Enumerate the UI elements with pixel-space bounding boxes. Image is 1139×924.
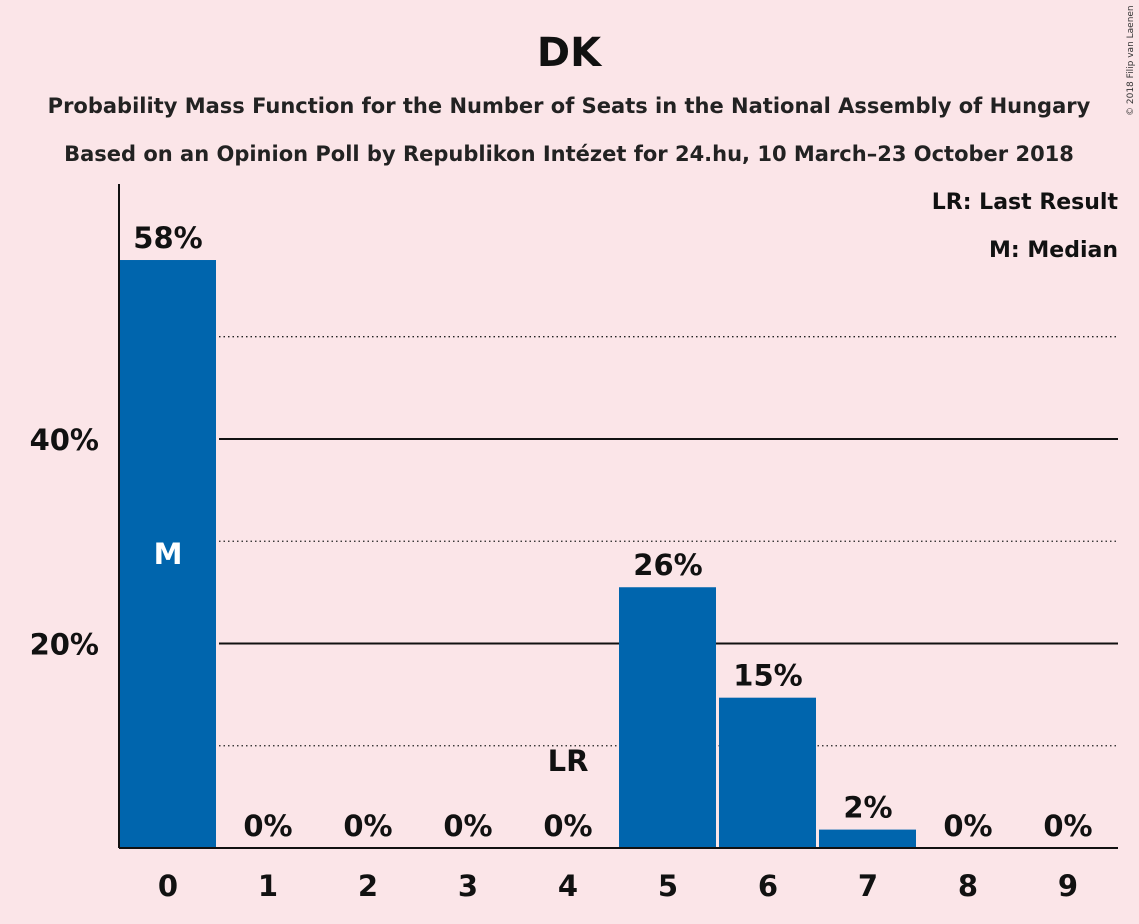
axes <box>118 184 1118 849</box>
chart-title: DK <box>537 30 603 76</box>
median-marker: M <box>154 537 183 571</box>
x-tick-label: 3 <box>458 869 478 903</box>
bar <box>119 260 216 849</box>
legend-last-result: LR: Last Result <box>932 190 1119 215</box>
y-tick-label: 40% <box>30 423 99 457</box>
bar-value-label: 58% <box>133 221 202 255</box>
x-tick-label: 6 <box>758 869 778 903</box>
x-tick-label: 0 <box>158 869 178 903</box>
bar <box>819 829 916 848</box>
bar-value-label: 0% <box>243 809 292 843</box>
x-tick-label: 8 <box>958 869 978 903</box>
bar-value-label: 2% <box>843 791 892 825</box>
labels: 20%40%58%0M0%10%20%30%4LR26%515%62%70%80… <box>30 221 1093 903</box>
copyright-notice: © 2018 Filip van Laenen <box>1126 5 1136 116</box>
chart-subtitle-1: Probability Mass Function for the Number… <box>48 94 1091 118</box>
x-tick-label: 7 <box>858 869 878 903</box>
x-tick-label: 9 <box>1058 869 1078 903</box>
bars <box>119 260 916 849</box>
bar-value-label: 0% <box>943 809 992 843</box>
x-tick-label: 4 <box>558 869 578 903</box>
bar <box>619 587 716 848</box>
bar-value-label: 0% <box>543 809 592 843</box>
bar-value-label: 0% <box>1043 809 1092 843</box>
legend-median: M: Median <box>989 238 1118 263</box>
x-tick-label: 5 <box>658 869 678 903</box>
chart-subtitle-2: Based on an Opinion Poll by Republikon I… <box>64 142 1074 166</box>
y-tick-label: 20% <box>30 627 99 661</box>
bar <box>719 697 816 848</box>
x-tick-label: 2 <box>358 869 378 903</box>
last-result-marker: LR <box>548 744 589 778</box>
bar-value-label: 26% <box>633 548 702 582</box>
x-tick-label: 1 <box>258 869 278 903</box>
bar-value-label: 0% <box>443 809 492 843</box>
bar-value-label: 0% <box>343 809 392 843</box>
bar-value-label: 15% <box>733 659 802 693</box>
